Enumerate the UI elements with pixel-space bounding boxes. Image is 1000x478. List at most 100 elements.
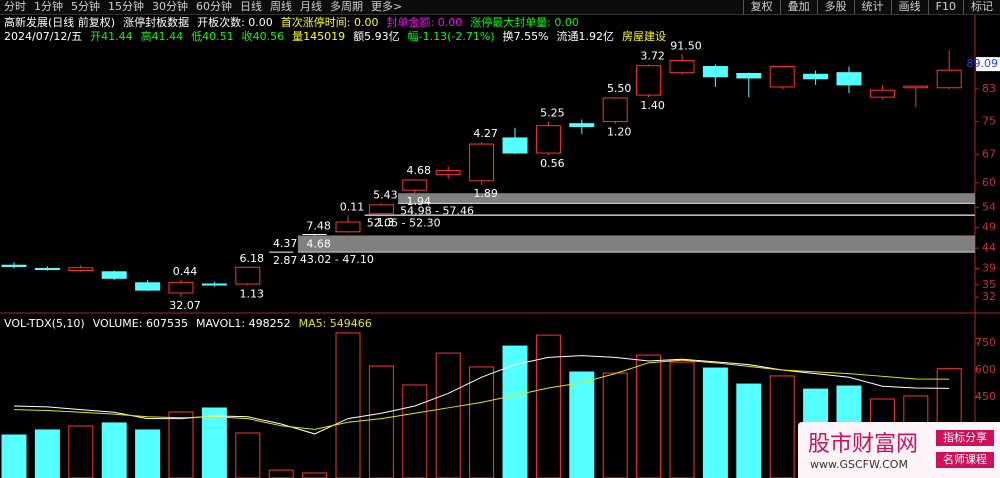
period-tab[interactable]: 多周期 xyxy=(330,0,363,13)
period-tab[interactable]: 30分钟 xyxy=(152,0,188,13)
volume-bar xyxy=(201,407,227,478)
candle-label: 4.37 xyxy=(273,237,298,250)
candle-body xyxy=(235,266,261,285)
candle-body xyxy=(535,125,561,154)
candle-label: 1.40 xyxy=(640,99,665,112)
toolbar: 分时 1分钟 5分钟 15分钟 30分钟 60分钟 日线 周线 月线 多周期 更多> 复权 叠加 多股统… xyxy=(0,0,1000,15)
candle-body xyxy=(869,89,895,98)
candle-body xyxy=(135,282,161,291)
volume-bar xyxy=(168,411,194,478)
period-tab[interactable]: 更多> xyxy=(371,0,403,13)
candle-label: 0.56 xyxy=(540,157,565,170)
volume-bar xyxy=(235,432,261,478)
period-tab[interactable]: 月线 xyxy=(300,0,322,13)
y-tick-label: 49 xyxy=(982,221,996,234)
watermark: 股市财富网 www.GSCFW.COM 指标分享 名师课程 xyxy=(798,422,1000,478)
candle-label: 1.20 xyxy=(607,126,632,139)
candle-body xyxy=(736,72,762,79)
candle-label: 1.3 xyxy=(377,216,395,229)
period-tab[interactable]: 分时 xyxy=(4,0,26,13)
candle-body xyxy=(68,267,94,272)
candle-body xyxy=(101,271,127,279)
volume-bar xyxy=(368,365,394,478)
candle-body xyxy=(502,137,528,154)
volume-bar xyxy=(402,384,428,478)
gap-label: 52.05 - 52.30 xyxy=(367,216,441,229)
period-tab[interactable]: 1分钟 xyxy=(34,0,63,13)
volume-bar xyxy=(702,367,728,478)
volume-bar xyxy=(302,472,328,478)
candle-label: 1.94 xyxy=(407,195,432,208)
last-price-label: 89.09 xyxy=(967,57,999,70)
candle-body xyxy=(34,268,60,271)
y-tick-label: 450 xyxy=(975,390,996,403)
quote-item: 换7.55% xyxy=(502,30,549,43)
y-tick-label: 32 xyxy=(982,290,996,303)
candle-body xyxy=(836,72,862,86)
y-tick-label: 54 xyxy=(982,200,996,213)
y-tick-label: 83 xyxy=(982,82,996,95)
tool-button[interactable]: F10 xyxy=(927,0,963,14)
tool-button[interactable]: 多股 xyxy=(816,0,854,14)
candle-label: 1.89 xyxy=(473,187,498,200)
quote-item: 幅-1.13(-2.71%) xyxy=(407,30,495,43)
candle-body xyxy=(168,281,194,294)
quote-item: 高41.44 xyxy=(140,30,184,43)
candle-body xyxy=(201,283,227,286)
candle-label: 0.11 xyxy=(340,200,365,213)
legend-item: MA5: 549466 xyxy=(298,317,372,330)
y-tick-label: 44 xyxy=(982,241,996,254)
candle-label: 5.43 xyxy=(373,188,398,201)
candle-label: 4.68 xyxy=(306,237,331,250)
candle-label: 5.50 xyxy=(607,82,632,95)
volume-title: VOL-TDX(5,10) xyxy=(4,317,85,330)
watermark-tag[interactable]: 名师课程 xyxy=(936,452,994,468)
indicator-info: 高新发展(日线 前复权) 涨停封板数据 开板次数: 0.00 首次涨停时间: 0.00… xyxy=(4,16,587,30)
candle-body xyxy=(469,143,495,182)
volume-bar xyxy=(68,425,94,478)
info-item: 高新发展(日线 前复权) xyxy=(4,16,116,29)
volume-bar xyxy=(469,366,495,478)
quote-item: 收40.56 xyxy=(241,30,285,43)
info-item: 涨停最大封单量: 0.00 xyxy=(470,16,579,29)
candle-body xyxy=(936,69,962,89)
tool-button[interactable]: 统计 xyxy=(853,0,891,14)
period-tab[interactable]: 15分钟 xyxy=(108,0,144,13)
info-item: 封单金额: 0.00 xyxy=(386,16,463,29)
candle-body xyxy=(803,73,829,80)
candle-body xyxy=(903,85,929,89)
candle-label: 91.50 xyxy=(670,39,702,52)
candle-label: 32.07 xyxy=(169,299,201,312)
quote-item: 开41.44 xyxy=(90,30,133,43)
period-tab[interactable]: 周线 xyxy=(270,0,292,13)
tool-button[interactable]: 复权 xyxy=(742,0,780,14)
y-tick-label: 75 xyxy=(982,115,996,128)
tool-button[interactable]: 叠加 xyxy=(779,0,817,14)
period-tab[interactable]: 日线 xyxy=(240,0,262,13)
candle-label: 5.25 xyxy=(540,107,565,120)
y-tick-label: 35 xyxy=(982,278,996,291)
candle-body xyxy=(702,66,728,78)
tool-button[interactable]: 画线 xyxy=(890,0,928,14)
volume-bar xyxy=(335,332,361,478)
period-tab[interactable]: 60分钟 xyxy=(196,0,232,13)
gap-label: 43.02 - 47.10 xyxy=(300,253,374,266)
candle-body xyxy=(368,204,394,215)
candle-label: 0.44 xyxy=(173,265,198,278)
y-tick-label: 60 xyxy=(982,176,996,189)
tool-button[interactable]: 标记 xyxy=(963,0,1000,14)
watermark-tag[interactable]: 指标分享 xyxy=(936,430,994,446)
last-price-box xyxy=(976,57,1000,72)
volume-bar xyxy=(34,429,60,478)
ma-line xyxy=(13,359,950,430)
legend-item: VOLUME: 607535 xyxy=(92,317,188,330)
tool-buttons: 复权 叠加 多股 统计 画线 F10 标记 xyxy=(742,0,1000,14)
candle-label: 2.87 xyxy=(273,254,298,267)
candle-body xyxy=(435,170,461,176)
volume-legend: VOL-TDX(5,10) VOLUME: 607535 MAVOL1: 4982… xyxy=(4,317,380,331)
quote-item: 量145019 xyxy=(292,30,346,43)
volume-bar xyxy=(268,469,294,478)
period-tab[interactable]: 5分钟 xyxy=(71,0,100,13)
y-tick-label: 600 xyxy=(975,363,996,376)
